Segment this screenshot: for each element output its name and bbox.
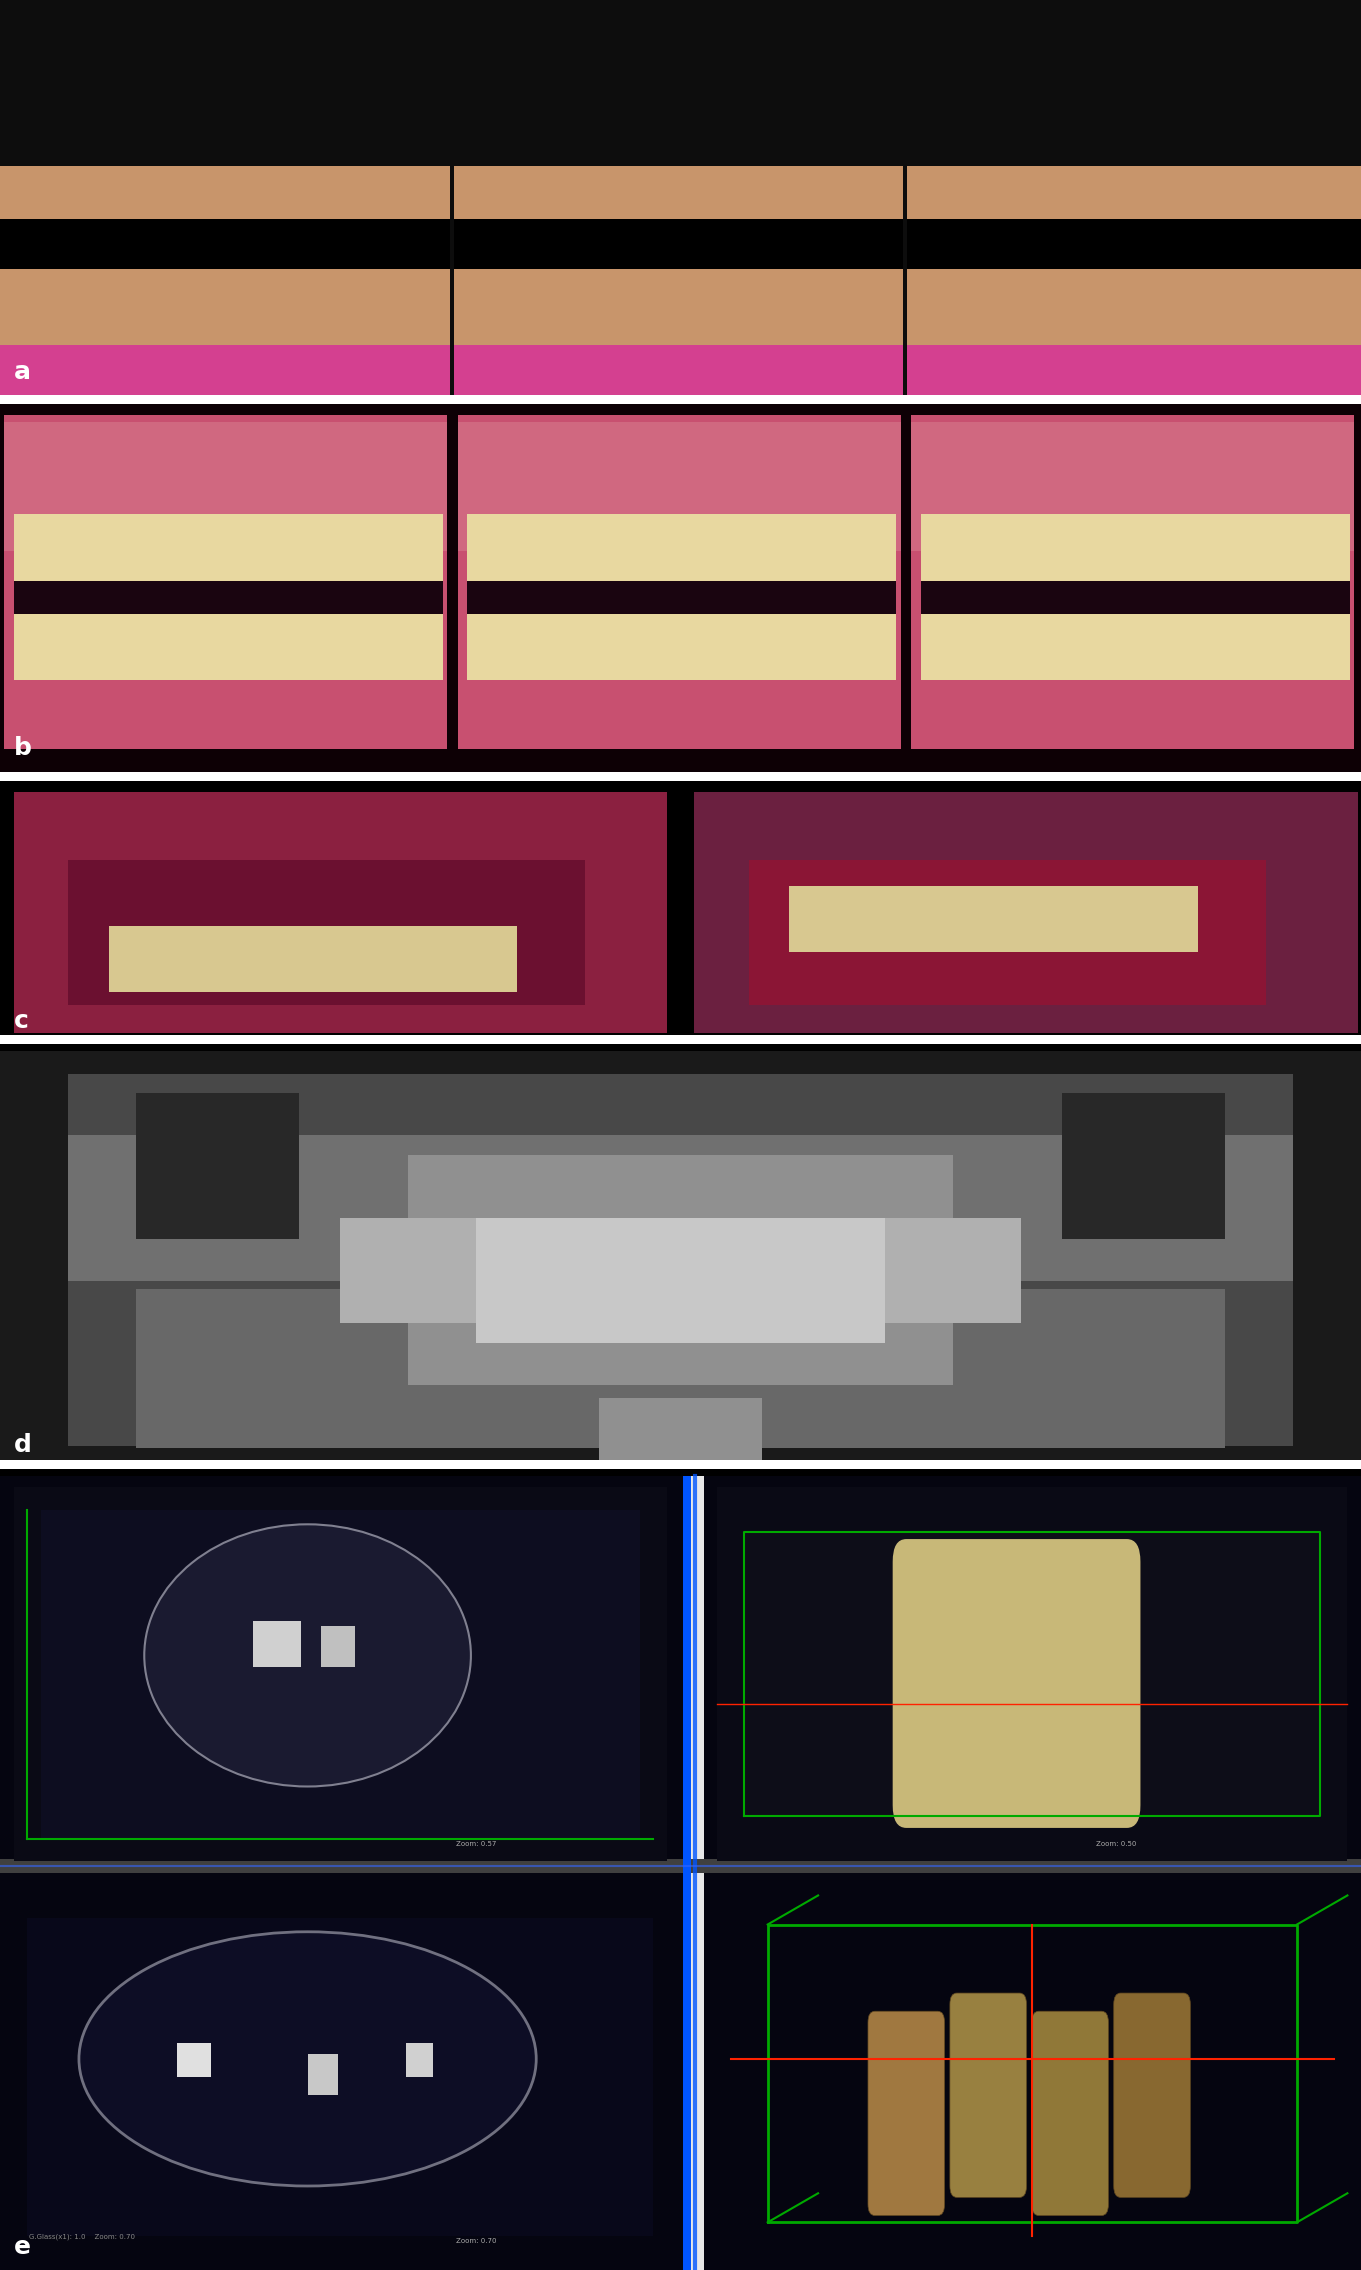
Bar (14, 1895, 667, 2259)
Bar (321, 1625, 355, 1666)
Bar (0, 1859, 1361, 1873)
Text: Zoom: 0.57: Zoom: 0.57 (456, 1841, 497, 1846)
Bar (908, 218, 1361, 268)
Bar (408, 1155, 953, 1385)
FancyBboxPatch shape (868, 2011, 945, 2216)
Bar (27, 1918, 653, 2236)
Text: G.Glass(x1): 1.0    Zoom: 0.70: G.Glass(x1): 1.0 Zoom: 0.70 (20, 2234, 135, 2240)
Bar (0, 1476, 1361, 2270)
Bar (0, 1460, 1361, 1469)
Bar (921, 515, 1350, 581)
Bar (308, 2054, 338, 2095)
Bar (0, 1051, 1361, 1469)
Bar (14, 1487, 667, 1861)
Bar (687, 1476, 704, 2270)
Bar (0, 166, 449, 395)
Bar (4, 415, 446, 749)
Bar (717, 1487, 1347, 1861)
Bar (14, 515, 442, 581)
Bar (453, 0, 904, 166)
Bar (908, 0, 1361, 166)
Bar (453, 166, 904, 395)
Bar (908, 345, 1361, 395)
Bar (177, 2043, 211, 2077)
Bar (4, 422, 446, 552)
Bar (0, 218, 449, 268)
Bar (406, 2043, 433, 2077)
Bar (0, 0, 449, 166)
Bar (789, 885, 1198, 951)
Text: d: d (14, 1432, 31, 1457)
Bar (1062, 1092, 1225, 1239)
Bar (744, 1532, 1320, 1816)
Bar (453, 0, 905, 395)
Bar (41, 1510, 640, 1839)
Bar (0, 395, 1361, 404)
Bar (717, 1895, 1347, 2259)
Bar (0, 772, 1361, 781)
Bar (136, 1092, 299, 1239)
Text: Zoom: 0.50: Zoom: 0.50 (1096, 1841, 1136, 1846)
Bar (599, 1398, 762, 1460)
Bar (908, 0, 1358, 395)
Bar (0, 0, 1361, 395)
Ellipse shape (144, 1525, 471, 1786)
Bar (749, 860, 1266, 1006)
Bar (253, 1621, 301, 1666)
FancyBboxPatch shape (1113, 1993, 1191, 2197)
Text: c: c (14, 1008, 29, 1033)
Bar (457, 422, 901, 552)
Bar (921, 613, 1350, 681)
Text: e: e (14, 2234, 30, 2259)
Bar (68, 1074, 1293, 1446)
Bar (0, 404, 1361, 772)
FancyBboxPatch shape (1032, 2011, 1108, 2216)
Bar (453, 218, 904, 268)
FancyBboxPatch shape (893, 1539, 1141, 1827)
Bar (912, 422, 1354, 552)
Bar (68, 1135, 1293, 1280)
Bar (683, 1476, 691, 2270)
Bar (0, 781, 1361, 1044)
Bar (467, 515, 897, 581)
Bar (467, 581, 897, 613)
Bar (68, 860, 585, 1006)
Bar (0, 0, 450, 395)
Bar (912, 415, 1354, 749)
Bar (109, 926, 517, 992)
Text: b: b (14, 735, 31, 760)
Bar (340, 1219, 1021, 1323)
Bar (0, 345, 449, 395)
Bar (0, 1035, 1361, 1044)
Bar (136, 1289, 1225, 1448)
Text: a: a (14, 359, 30, 384)
Bar (908, 166, 1361, 395)
Bar (694, 792, 1358, 1033)
Bar (467, 613, 897, 681)
Bar (14, 581, 442, 613)
Bar (457, 415, 901, 749)
Bar (921, 581, 1350, 613)
Bar (476, 1219, 885, 1344)
Bar (453, 345, 904, 395)
FancyBboxPatch shape (950, 1993, 1026, 2197)
Ellipse shape (79, 1932, 536, 2186)
Text: Zoom: 0.70: Zoom: 0.70 (456, 2238, 497, 2243)
Bar (14, 792, 667, 1033)
Bar (14, 613, 442, 681)
